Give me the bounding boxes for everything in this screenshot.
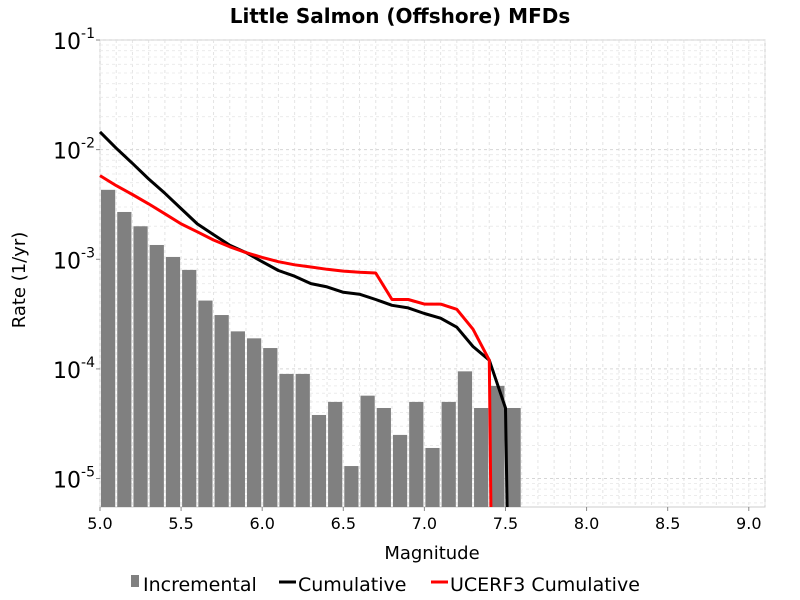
legend-label-cumulative: Cumulative — [298, 574, 406, 596]
x-tick-label: 6.5 — [331, 514, 356, 533]
x-axis-ticks: 5.0 5.5 6.0 6.5 7.0 7.5 8.0 8.5 9.0 — [87, 507, 762, 533]
incremental-bar — [230, 331, 245, 507]
incremental-bar — [311, 414, 327, 507]
incremental-bar — [392, 434, 408, 507]
incremental-bars — [101, 189, 521, 507]
ucerf3-cumulative-line — [99, 174, 493, 508]
incremental-bar — [328, 401, 343, 507]
x-tick-label: 5.0 — [87, 514, 112, 533]
x-tick-label: 8.0 — [574, 514, 599, 533]
incremental-bar — [441, 401, 456, 507]
incremental-bar — [474, 407, 489, 507]
incremental-bar — [376, 407, 391, 507]
y-axis-ticks: 10-5 10-4 10-3 10-2 10-1 — [53, 26, 100, 494]
incremental-bar — [295, 373, 310, 507]
series-lines — [98, 130, 509, 508]
y-tick-label: 10-2 — [53, 136, 95, 165]
legend-swatch-incremental — [131, 575, 139, 587]
incremental-bar — [133, 226, 148, 507]
y-tick-label: 10-3 — [53, 245, 95, 274]
legend: Incremental Cumulative UCERF3 Cumulative — [131, 574, 640, 596]
incremental-bar — [457, 371, 473, 507]
incremental-bar — [165, 256, 181, 507]
incremental-bar — [182, 269, 197, 507]
x-axis-label: Magnitude — [384, 543, 479, 564]
incremental-bar — [506, 407, 521, 507]
y-axis-label: Rate (1/yr) — [9, 232, 30, 329]
incremental-bar — [409, 401, 424, 507]
chart-title: Little Salmon (Offshore) MFDs — [230, 4, 570, 28]
incremental-bar — [425, 447, 440, 507]
incremental-bar — [149, 244, 164, 507]
x-tick-label: 6.0 — [249, 514, 274, 533]
legend-label-ucerf3: UCERF3 Cumulative — [450, 574, 640, 596]
incremental-bar — [198, 300, 213, 507]
incremental-bar — [214, 315, 229, 507]
cumulative-line — [98, 130, 509, 508]
incremental-bar — [490, 385, 505, 507]
x-tick-label: 7.5 — [493, 514, 518, 533]
legend-label-incremental: Incremental — [143, 574, 257, 596]
incremental-bar — [246, 338, 262, 507]
y-tick-label: 10-5 — [53, 465, 95, 494]
x-tick-label: 7.0 — [412, 514, 437, 533]
x-tick-label: 8.5 — [655, 514, 680, 533]
incremental-bar — [360, 395, 375, 507]
incremental-bar — [117, 211, 132, 507]
x-tick-label: 5.5 — [168, 514, 193, 533]
incremental-bar — [344, 466, 359, 507]
incremental-bar — [263, 348, 278, 507]
y-tick-label: 10-4 — [53, 355, 95, 384]
incremental-bar — [279, 373, 294, 507]
x-tick-label: 9.0 — [736, 514, 761, 533]
y-tick-label: 10-1 — [53, 26, 95, 55]
incremental-bar — [101, 189, 116, 507]
